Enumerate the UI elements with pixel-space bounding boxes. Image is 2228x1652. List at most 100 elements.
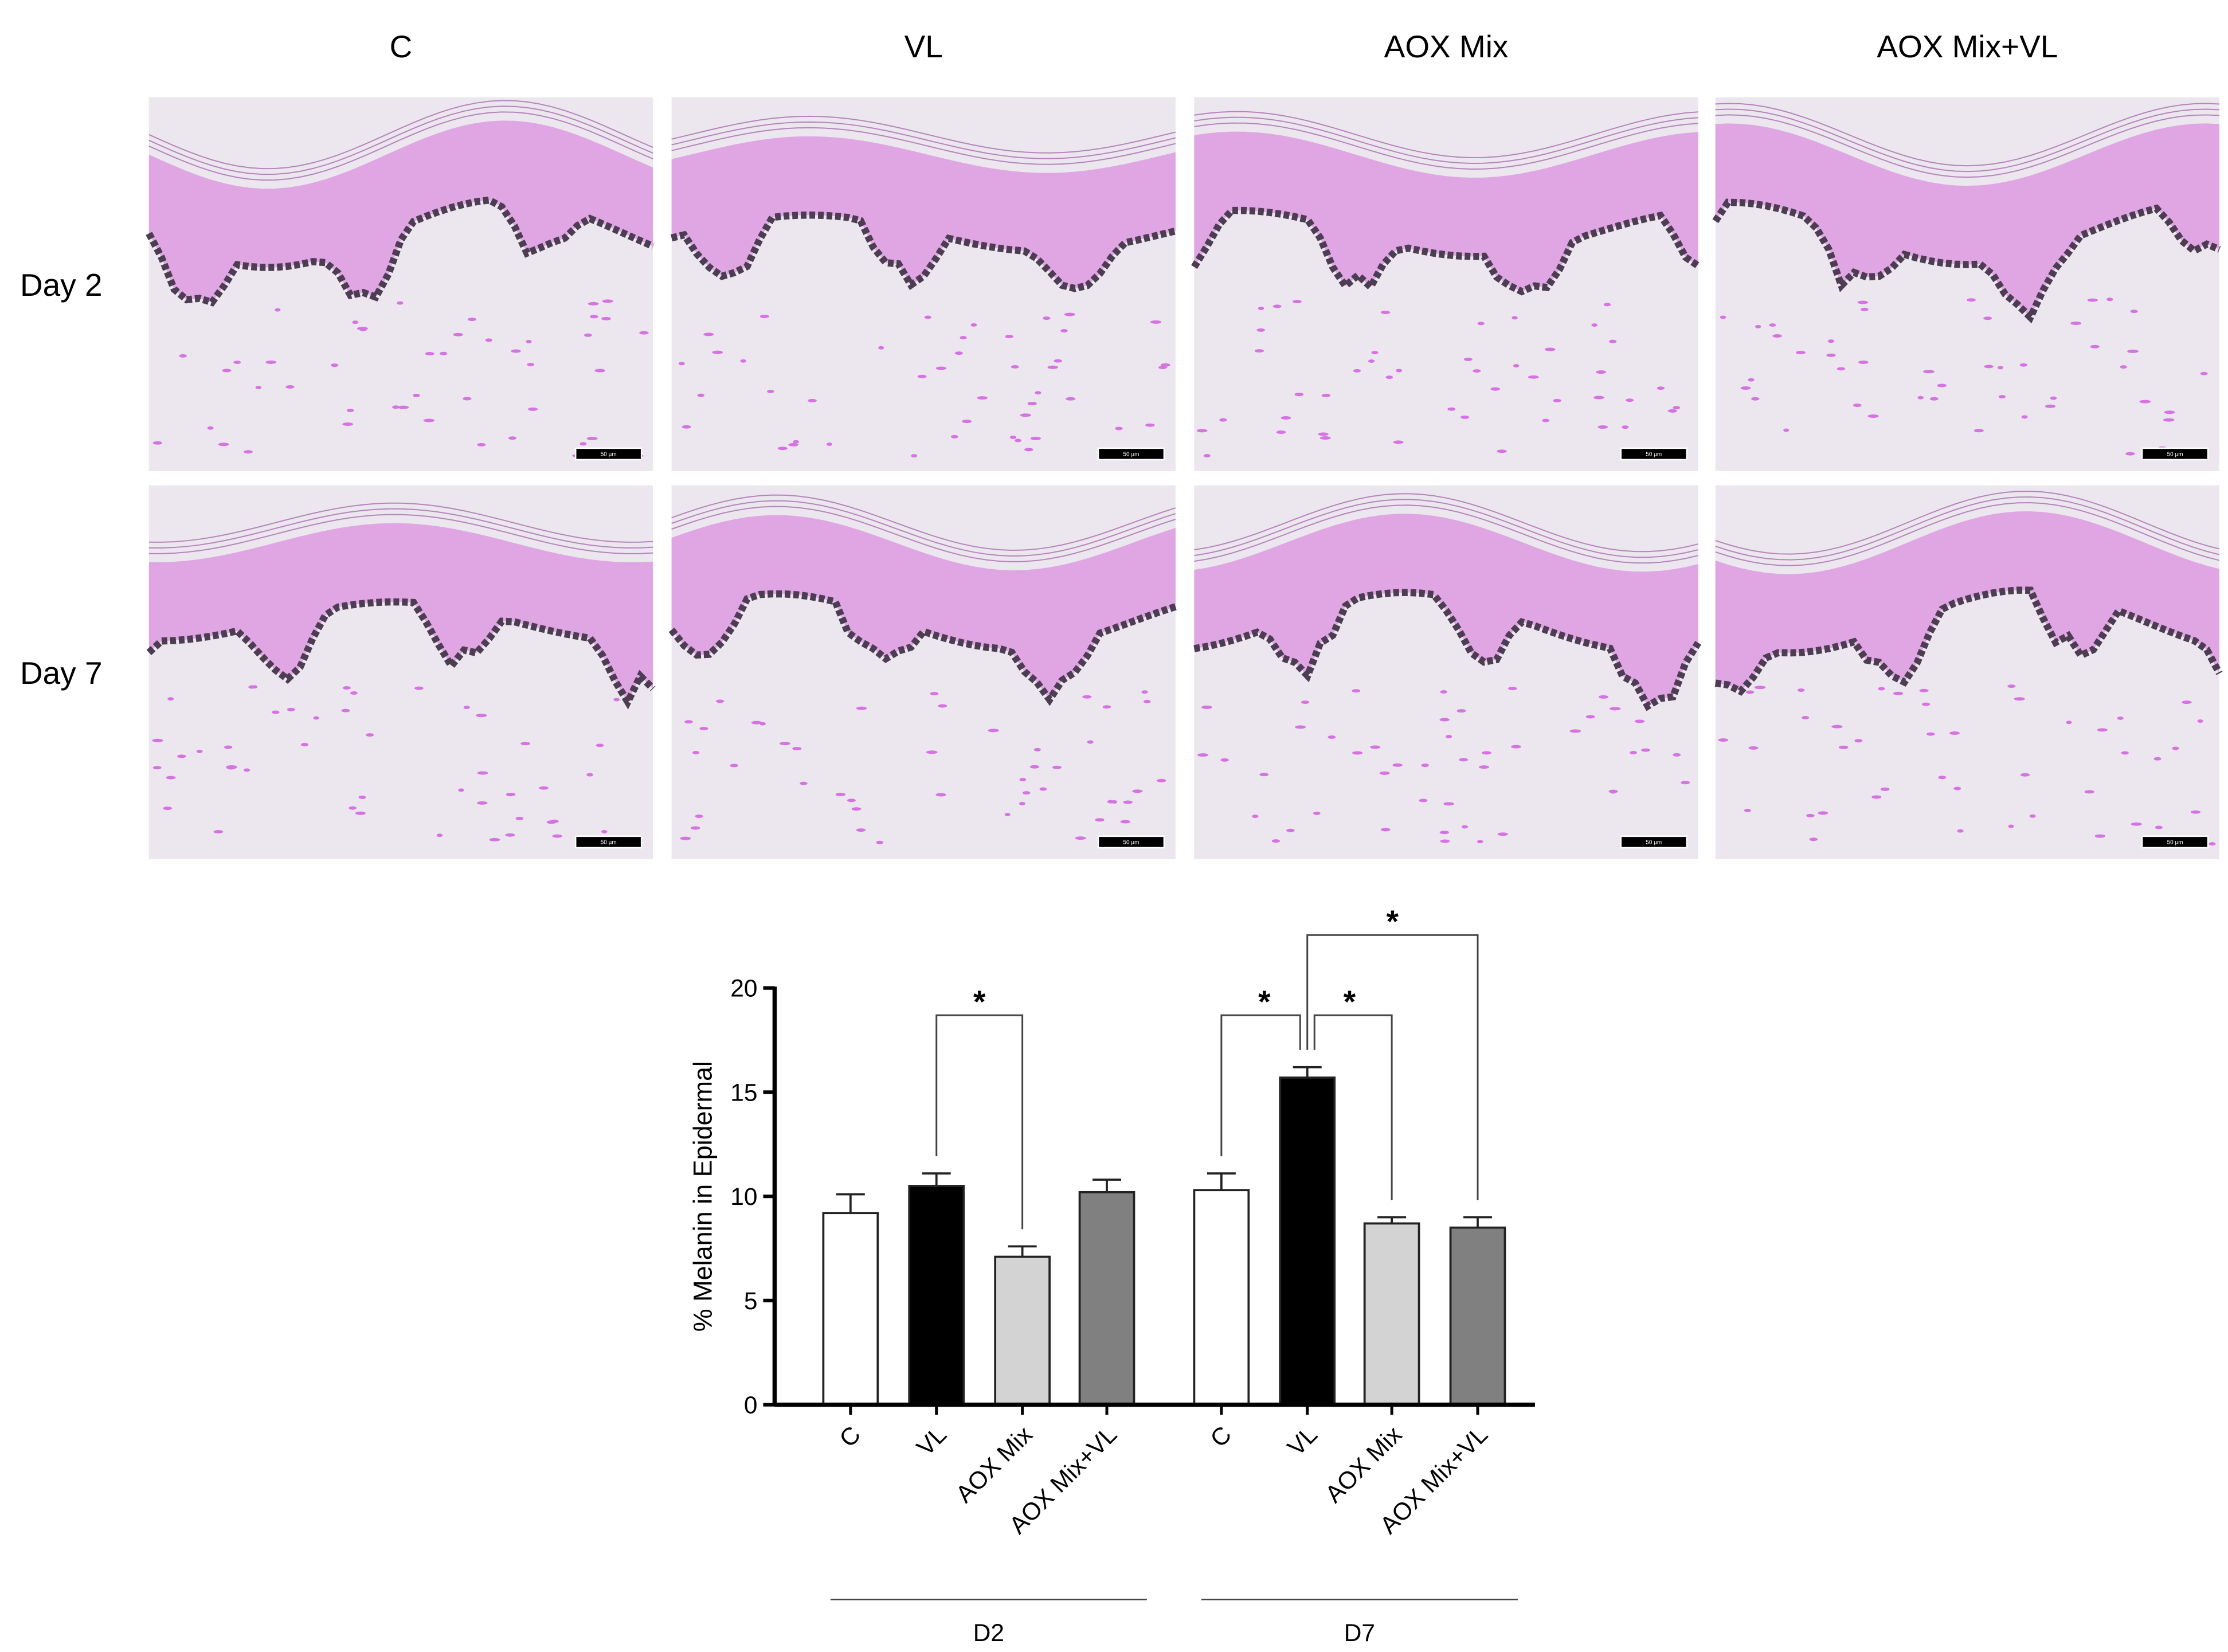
- stratum-corneum: [671, 127, 1176, 165]
- x-tick-label: C: [834, 1421, 866, 1453]
- cell: [2021, 415, 2028, 419]
- cell: [1949, 731, 1960, 735]
- epidermis: [1194, 131, 1698, 292]
- cell: [1439, 718, 1450, 722]
- stratum-corneum: [1715, 114, 2220, 178]
- scale-bar-label: 50 µm: [601, 840, 617, 846]
- cell: [1497, 832, 1508, 836]
- cell: [1593, 396, 1604, 400]
- cell: [1609, 339, 1617, 343]
- cell: [1997, 366, 2004, 370]
- cell: [2209, 842, 2216, 846]
- error-bar: [1008, 1245, 1037, 1257]
- cell: [1585, 715, 1595, 719]
- cell: [954, 351, 963, 355]
- stratum-corneum: [148, 111, 653, 181]
- cell: [1553, 398, 1561, 402]
- cell: [300, 743, 309, 747]
- cell: [1667, 409, 1677, 413]
- cell: [613, 698, 620, 702]
- cell: [359, 327, 367, 331]
- cell: [1027, 402, 1037, 406]
- cell: [938, 704, 947, 708]
- cell: [255, 386, 262, 390]
- cell: [275, 308, 281, 312]
- scale-bar-label: 50 µm: [2167, 452, 2183, 458]
- cell: [779, 742, 790, 746]
- error-bar: [1463, 1216, 1492, 1228]
- cell: [2197, 719, 2203, 723]
- row-label: Day 7: [20, 655, 103, 691]
- cell: [1609, 707, 1621, 711]
- cell: [1858, 360, 1869, 364]
- cell: [1252, 815, 1259, 819]
- cell: [596, 743, 604, 747]
- cell: [1445, 735, 1452, 739]
- error-bar: [1377, 1216, 1407, 1224]
- cell: [1599, 695, 1608, 699]
- cell: [1060, 329, 1068, 333]
- cell: [1144, 699, 1151, 703]
- cell: [594, 369, 606, 373]
- cell: [1512, 316, 1518, 320]
- cell: [1673, 753, 1681, 757]
- cell: [463, 397, 472, 401]
- epidermis: [671, 515, 1176, 700]
- cell: [1626, 398, 1634, 402]
- cell: [1967, 298, 1976, 302]
- scale-bar: [2141, 447, 2209, 461]
- significance-label: *: [1387, 903, 1399, 939]
- cell: [2127, 349, 2139, 353]
- cell: [179, 354, 187, 358]
- cell: [341, 708, 350, 713]
- cell: [703, 332, 714, 336]
- cell: [1751, 397, 1760, 401]
- cell: [1542, 418, 1550, 422]
- cell: [1826, 353, 1836, 357]
- bar: [1449, 1226, 1506, 1406]
- cell: [1754, 686, 1766, 690]
- x-tick-label: AOX Mix: [950, 1421, 1037, 1508]
- stratum-corneum: [1194, 111, 1698, 158]
- cell: [680, 836, 691, 840]
- cell: [962, 420, 972, 424]
- cell: [1802, 715, 1810, 719]
- basal-layer: [146, 598, 656, 710]
- cell: [695, 814, 703, 818]
- cell: [1477, 322, 1485, 326]
- cell: [1380, 828, 1391, 832]
- cell: [586, 437, 598, 441]
- cell: [1293, 300, 1302, 304]
- stratum-corneum: [671, 115, 1176, 154]
- cell: [349, 806, 357, 810]
- cell: [1929, 397, 1939, 401]
- x-tick-label: VL: [1282, 1421, 1322, 1461]
- cell: [1393, 440, 1404, 444]
- y-tick-label: 0: [744, 1392, 758, 1419]
- error-bar: [1207, 1172, 1236, 1191]
- cell: [1440, 690, 1447, 694]
- stratum-corneum: [1194, 122, 1698, 170]
- cell: [152, 738, 163, 742]
- significance-bracket: [1306, 934, 1479, 1200]
- cell: [468, 318, 477, 322]
- cell: [355, 811, 366, 815]
- cell: [2163, 418, 2175, 422]
- scale-bar-label: 50 µm: [1646, 452, 1662, 458]
- cell: [800, 781, 808, 785]
- cell: [878, 346, 884, 350]
- histology-image: 50 µm: [146, 97, 655, 471]
- cell: [1827, 339, 1835, 343]
- cell: [740, 359, 746, 363]
- cell: [1744, 808, 1751, 812]
- cell: [1490, 387, 1500, 391]
- basal-layer: [668, 590, 1177, 706]
- bar: [1363, 1222, 1420, 1406]
- cell: [1380, 310, 1391, 314]
- cell: [1511, 745, 1521, 749]
- error-bar: [1293, 1066, 1322, 1078]
- cell: [586, 773, 593, 777]
- cell: [1004, 812, 1011, 816]
- cell: [2087, 298, 2098, 302]
